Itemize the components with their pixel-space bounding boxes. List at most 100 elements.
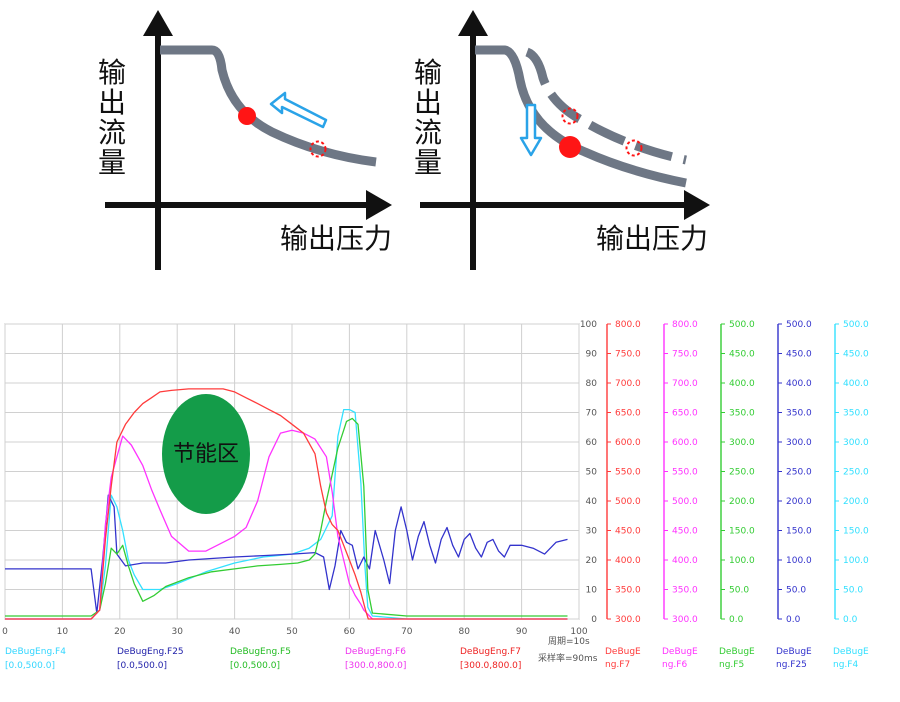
legend-entry-range: [300.0,800.0] — [460, 661, 521, 671]
right-axis-tick-label: 500.0 — [843, 320, 869, 330]
chart-x-ticks: 0 10 20 30 40 50 60 70 80 90 100 — [2, 627, 588, 637]
right-axis-tick-label: 100.0 — [786, 556, 812, 566]
diagram-left-x-label: 输出压力 — [280, 222, 392, 255]
right-axis-tick-label: 450.0 — [843, 350, 869, 360]
right-axis-tick-label: 550.0 — [672, 468, 698, 478]
right-axis-tick-label: 350.0 — [672, 586, 698, 596]
right-axis-name: DeBugE — [833, 647, 869, 657]
diagram-right-move-arrow — [519, 103, 543, 157]
right-axis-tick-label: 500.0 — [786, 320, 812, 330]
legend-entry-name: DeBugEng.F7 — [460, 647, 521, 657]
left-axis-tick-label: 60 — [586, 438, 598, 448]
right-axis-tick-label: 300.0 — [729, 438, 755, 448]
diagram-right-curve-low — [475, 45, 687, 188]
right-axis-name: ng.F7 — [605, 660, 630, 670]
legend-entry-name: DeBugEng.F25 — [117, 647, 184, 657]
right-axis-tick-label: 500.0 — [615, 497, 641, 507]
right-axis-tick-label: 50.0 — [786, 586, 806, 596]
diagram-left-y-arrow — [143, 10, 173, 36]
right-axis-tick-label: 0.0 — [729, 615, 744, 625]
right-axis-tick-label: 450.0 — [786, 350, 812, 360]
diagram-left-y-label-2: 出 — [98, 86, 126, 119]
right-axis-tick-label: 700.0 — [615, 379, 641, 389]
legend-entry-range: [0.0,500.0] — [5, 661, 55, 671]
right-axis-tick-label: 450.0 — [729, 350, 755, 360]
diagram-left-y-label-1: 输 — [98, 56, 126, 89]
series-line-F6 — [5, 429, 568, 620]
sample-rate-text: 采样率=90ms — [538, 652, 598, 664]
diagram-right-previous-point-1 — [561, 107, 579, 125]
left-axis-tick-label: 0 — [591, 615, 597, 625]
diagram-right-previous-point-2 — [625, 139, 643, 157]
right-axis-tick-label: 400.0 — [615, 556, 641, 566]
right-axis-tick-label: 550.0 — [615, 468, 641, 478]
right-axis-tick-label: 650.0 — [615, 409, 641, 419]
right-axis-tick-label: 100.0 — [843, 556, 869, 566]
x-tick-label: 0 — [2, 627, 8, 637]
legend-entry-range: [300.0,800.0] — [345, 661, 406, 671]
right-axis-tick-label: 500.0 — [672, 497, 698, 507]
left-axis-tick-label: 50 — [586, 468, 598, 478]
right-axis-name: ng.F4 — [833, 660, 858, 670]
series-line-F25 — [5, 494, 568, 614]
right-axis-tick-label: 600.0 — [672, 438, 698, 448]
right-axis-tick-label: 300.0 — [615, 615, 641, 625]
legend-entry-name: DeBugEng.F5 — [230, 647, 291, 657]
diagram-left-y-label-3: 流 — [98, 116, 126, 149]
left-axis-tick-label: 30 — [586, 527, 598, 537]
right-axis-name: ng.F5 — [719, 660, 744, 670]
left-axis-tick-label: 90 — [586, 350, 598, 360]
legend-entry-range: [0.0,500.0] — [230, 661, 280, 671]
energy-saving-zone — [162, 394, 250, 514]
x-tick-label: 90 — [516, 627, 528, 637]
right-axis-tick-label: 750.0 — [615, 350, 641, 360]
diagram-left: 输 出 流 量 输出压力 — [98, 10, 392, 270]
diagram-right-y-label-3: 流 — [414, 116, 442, 149]
right-axis-tick-label: 350.0 — [615, 586, 641, 596]
right-axis-tick-label: 400.0 — [729, 379, 755, 389]
right-axis-tick-label: 350.0 — [843, 409, 869, 419]
right-axis-tick-label: 200.0 — [786, 497, 812, 507]
right-axis-tick-label: 800.0 — [615, 320, 641, 330]
right-axis-tick-label: 50.0 — [843, 586, 863, 596]
right-axis-tick-label: 600.0 — [615, 438, 641, 448]
diagram-left-operating-point — [238, 107, 256, 125]
diagram-right-y-arrow — [458, 10, 488, 36]
diagram-left-move-arrow — [269, 91, 328, 129]
x-tick-label: 100 — [570, 627, 587, 637]
x-tick-label: 30 — [171, 627, 183, 637]
right-axis-tick-label: 800.0 — [672, 320, 698, 330]
period-text: 周期=10s — [548, 636, 590, 647]
right-axis-name: DeBugE — [605, 647, 641, 657]
diagram-right-y-label-4: 量 — [414, 146, 442, 179]
left-axis-tick-label: 70 — [586, 409, 598, 419]
x-tick-label: 40 — [229, 627, 241, 637]
right-axis-tick-label: 450.0 — [615, 527, 641, 537]
right-axis-tick-label: 250.0 — [729, 468, 755, 478]
right-axis-tick-label: 200.0 — [843, 497, 869, 507]
x-tick-label: 60 — [344, 627, 356, 637]
series-line-F7 — [5, 388, 568, 620]
right-axis-tick-label: 150.0 — [786, 527, 812, 537]
right-axis-tick-label: 250.0 — [843, 468, 869, 478]
left-axis-tick-label: 20 — [586, 556, 598, 566]
right-axis-tick-label: 200.0 — [729, 497, 755, 507]
x-tick-label: 70 — [401, 627, 413, 637]
right-axis-name: DeBugE — [719, 647, 755, 657]
right-axis-tick-label: 350.0 — [729, 409, 755, 419]
right-axis-tick-label: 400.0 — [672, 556, 698, 566]
chart-series — [5, 388, 568, 620]
chart: 0 10 20 30 40 50 60 70 80 90 100 10090807060504030… — [2, 320, 869, 671]
right-axis-tick-label: 0.0 — [843, 615, 858, 625]
right-axis-tick-label: 300.0 — [786, 438, 812, 448]
right-axis-tick-label: 250.0 — [786, 468, 812, 478]
legend-entry-name: DeBugEng.F4 — [5, 647, 66, 657]
legend-entry-range: [0.0,500.0] — [117, 661, 167, 671]
right-axis-tick-label: 400.0 — [786, 379, 812, 389]
x-tick-label: 10 — [57, 627, 69, 637]
right-axis-name: ng.F6 — [662, 660, 687, 670]
left-axis-tick-label: 10 — [586, 586, 598, 596]
right-axis-tick-label: 700.0 — [672, 379, 698, 389]
